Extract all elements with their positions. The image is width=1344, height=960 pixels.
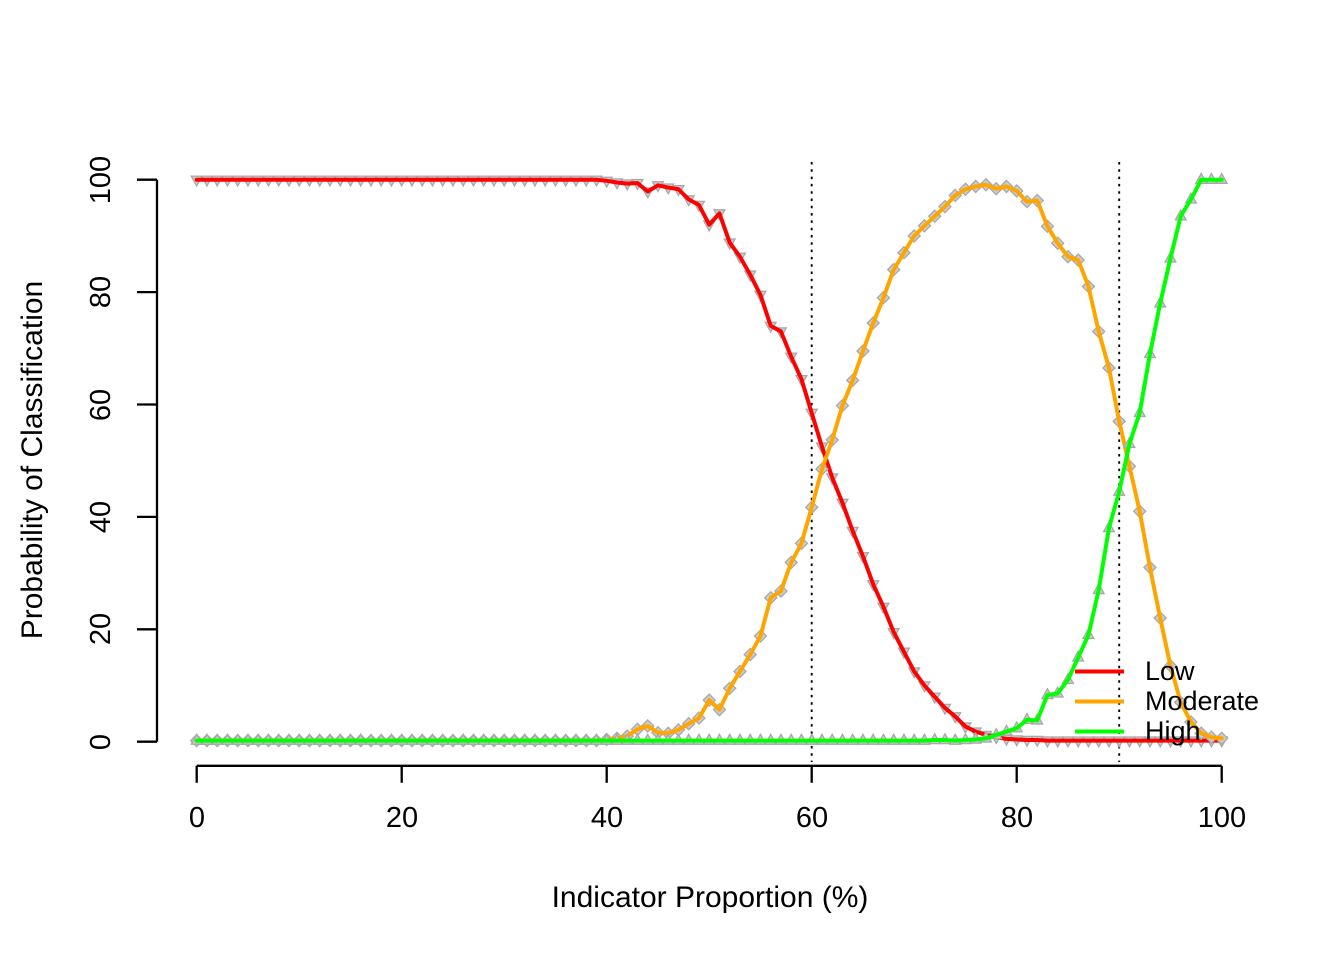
y-tick-label-20: 20 <box>85 612 117 646</box>
x-tick-label-100: 100 <box>1197 802 1247 834</box>
x-tick-label-0: 0 <box>188 802 206 834</box>
y-tick-label-100: 100 <box>85 155 117 205</box>
y-tick-label-80: 80 <box>85 275 117 309</box>
y-tick-label-60: 60 <box>85 388 117 422</box>
x-axis-title: Indicator Proportion (%) <box>551 881 869 914</box>
y-axis-title: Probability of Classification <box>16 280 49 640</box>
y-tick-label-40: 40 <box>85 500 117 534</box>
x-tick-label-40: 40 <box>590 802 624 834</box>
series-line-low <box>194 177 1224 743</box>
series-line-high <box>194 177 1224 743</box>
x-tick-label-20: 20 <box>385 802 419 834</box>
legend-label-low: Low <box>1145 656 1195 686</box>
legend-label-moderate: Moderate <box>1145 686 1260 716</box>
x-tick-label-60: 60 <box>795 802 829 834</box>
series-line-moderate <box>194 182 1224 743</box>
y-tick-label-0: 0 <box>85 733 117 751</box>
legend-label-high: High <box>1145 716 1201 746</box>
x-tick-label-80: 80 <box>1000 802 1034 834</box>
